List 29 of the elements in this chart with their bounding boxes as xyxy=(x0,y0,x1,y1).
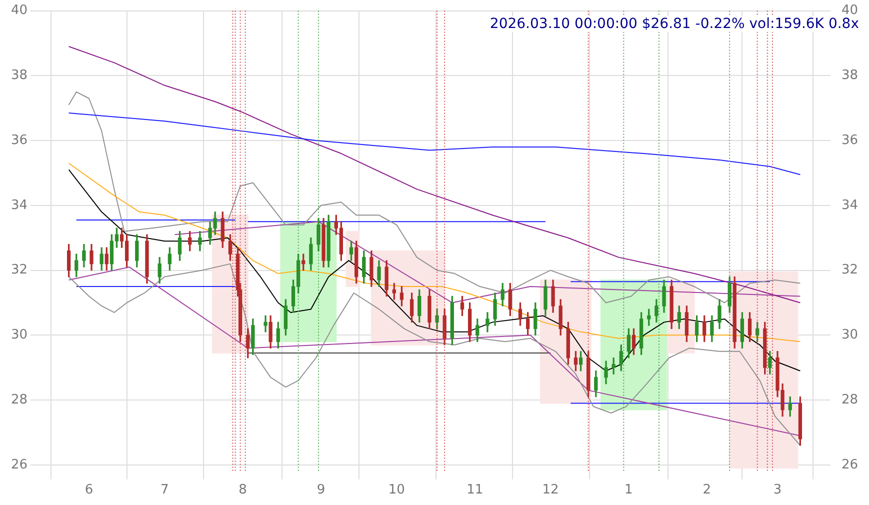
x-tick-label: 2 xyxy=(702,482,712,498)
y-tick-label: 36 xyxy=(10,132,28,148)
y2-tick-label: 36 xyxy=(841,132,858,148)
x-tick-label: 6 xyxy=(84,482,94,498)
candlestick xyxy=(264,315,268,332)
x-tick-label: 11 xyxy=(466,482,484,498)
y-tick-label: 38 xyxy=(10,68,28,84)
x-tick-label: 9 xyxy=(316,482,326,498)
x-tick-label: 1 xyxy=(624,482,633,498)
chart-title: 2026.03.10 00:00:00 $26.81 -0.22% vol:159.6K 0.8x xyxy=(490,16,859,32)
y-tick-label: 30 xyxy=(10,328,28,343)
y2-tick-label: 26 xyxy=(841,457,858,472)
y2-tick-label: 30 xyxy=(841,328,858,343)
y2-tick-label: 32 xyxy=(841,262,858,278)
x-tick-label: 7 xyxy=(160,482,169,498)
x-tick-label: 10 xyxy=(388,482,405,498)
y-tick-label: 26 xyxy=(10,457,28,472)
y2-tick-label: 28 xyxy=(841,392,858,408)
x-tick-label: 8 xyxy=(238,482,247,498)
y-tick-label: 28 xyxy=(10,392,28,408)
y2-tick-label: 34 xyxy=(841,198,858,213)
y-tick-label: 34 xyxy=(10,198,28,213)
x-tick-label: 12 xyxy=(542,482,559,498)
x-tick-label: 3 xyxy=(773,482,782,498)
y-tick-label: 32 xyxy=(10,262,28,278)
y-tick-label: 40 xyxy=(10,3,28,18)
y2-tick-label: 40 xyxy=(841,3,858,18)
candlestick xyxy=(612,358,616,374)
y2-tick-label: 38 xyxy=(841,68,858,84)
